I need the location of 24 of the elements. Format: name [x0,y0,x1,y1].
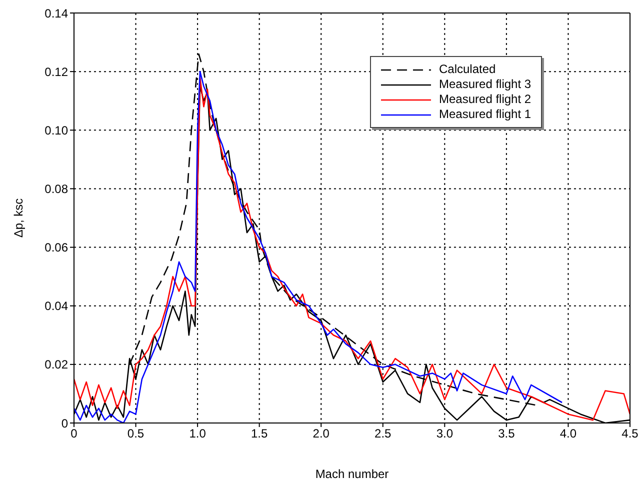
y-tick-label: 0.08 [44,182,68,196]
x-tick-label: 2.0 [312,426,330,441]
x-tick-label: 3.5 [498,426,516,441]
legend-label: Measured flight 2 [439,92,532,107]
legend-label: Measured flight 3 [439,77,532,92]
x-tick-label: 1.5 [250,426,268,441]
x-tick-label: 1.0 [189,426,206,441]
y-axis-title: Δp, ksc [11,198,26,238]
x-tick-label: 0.5 [127,426,144,441]
y-tick-label: 0.14 [44,6,68,20]
legend-label: Measured flight 1 [439,107,532,122]
x-tick-label: 2.5 [374,426,392,441]
y-tick-label: 0.06 [44,240,68,255]
y-tick-label: 0.12 [44,64,68,79]
y-tick-label: 0 [61,416,68,430]
y-tick-label: 0.10 [44,123,68,138]
x-axis-title: Mach number [315,467,389,481]
x-tick-label: 4.5 [622,426,639,441]
y-tick-label: 0.04 [44,299,68,314]
x-tick-label: 3.0 [436,426,454,441]
legend-label: Calculated [439,62,496,77]
x-tick-label: 0 [70,426,78,441]
y-tick-label: 0.02 [44,358,68,372]
x-tick-label: 4.0 [560,426,577,441]
